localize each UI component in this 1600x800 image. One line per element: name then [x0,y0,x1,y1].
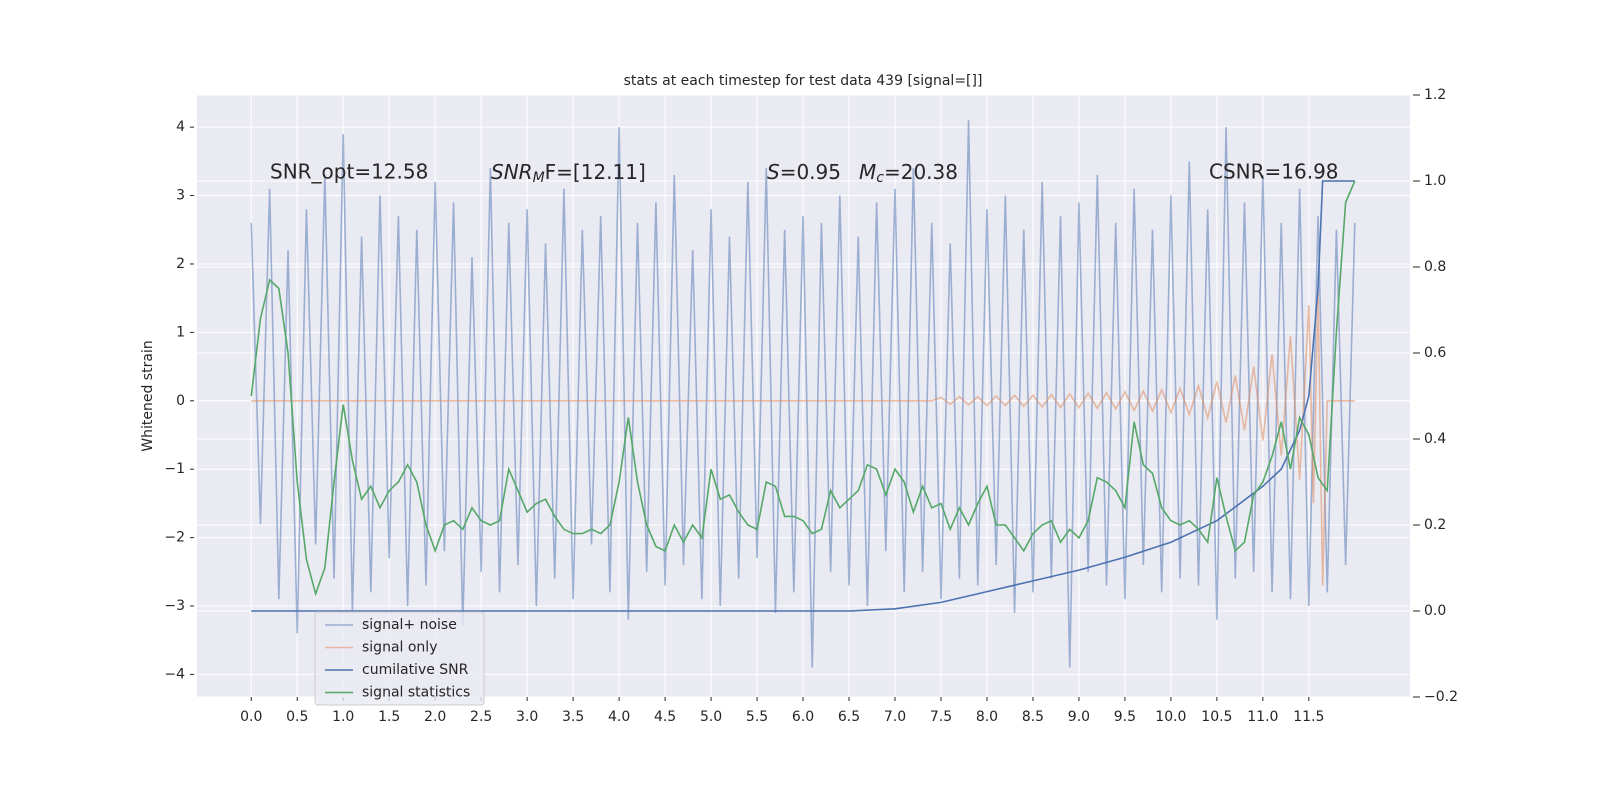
y2-tick-label: −0.2 [1424,689,1458,705]
x-tick-label: 3.5 [562,709,584,725]
y-tick-label: 0 [176,393,185,409]
y-tick-label: 2 [176,256,185,272]
x-tick-label: 4.5 [654,709,676,725]
x-tick-label: 5.5 [746,709,768,725]
annotation: SNRMF=[12.11] [491,160,646,187]
x-tick-label: 2.5 [470,709,492,725]
legend-label: signal statistics [362,685,470,701]
y2-tick-label: 0.6 [1424,345,1446,361]
y2-tick-label: 0.8 [1424,259,1446,275]
y-tick-label: −1 [164,461,185,477]
y-tick-label: 3 [176,188,185,204]
x-tick-label: 0.5 [286,709,308,725]
x-tick-label: 9.5 [1114,709,1136,725]
x-tick-label: 4.0 [608,709,630,725]
y2-tick-label: 1.2 [1424,87,1446,103]
x-tick-label: 10.0 [1155,709,1186,725]
x-tick-label: 5.0 [700,709,722,725]
annotation-part: SNR [491,160,533,184]
x-tick-label: 2.0 [424,709,446,725]
y2-tick-label: 0.2 [1424,517,1446,533]
chart-title: stats at each timestep for test data 439… [624,73,983,89]
annotation: S=0.95 [767,160,841,184]
x-tick-label: 7.0 [884,709,906,725]
annotation: CSNR=16.98 [1209,160,1339,184]
x-tick-label: 7.5 [930,709,952,725]
series-line [250,120,1356,668]
y-tick-label: −2 [164,530,185,546]
annotation: SNR_opt=12.58 [270,160,428,184]
x-tick-label: 11.0 [1247,709,1278,725]
x-tick-label: 0.0 [240,709,262,725]
y-tick-label: −3 [164,598,185,614]
annotation-part: =20.38 [884,160,958,184]
x-tick-label: 1.5 [378,709,400,725]
x-tick-label: 8.0 [976,709,998,725]
legend-label: signal only [362,640,437,656]
annotation-part: M [533,170,545,186]
series-line [251,291,1355,586]
y2-tick-label: 1.0 [1424,173,1446,189]
y-tick-label: −4 [164,666,185,682]
annotation-part: =0.95 [780,160,841,184]
x-tick-label: 11.5 [1293,709,1324,725]
annotation: Mc=20.38 [859,160,958,187]
legend-label: cumilative SNR [362,662,469,678]
y2-tick-label: 0.4 [1424,431,1446,447]
y-tick-label: 1 [176,324,185,340]
annotation-part: M [859,160,876,184]
legend-label: signal+ noise [362,617,457,633]
x-tick-label: 3.0 [516,709,538,725]
y-tick-label: 4 [176,119,185,135]
x-tick-label: 6.0 [792,709,814,725]
y-axis-label: Whitened strain [140,340,156,451]
series-line [251,180,1355,612]
annotation-part: S [767,160,780,184]
y2-tick-label: 0.0 [1424,603,1446,619]
x-tick-label: 9.0 [1068,709,1090,725]
annotation-part: c [876,170,884,186]
x-tick-label: 8.5 [1022,709,1044,725]
legend: signal+ noise signal only cumilative SNR si… [314,611,485,706]
series-line [250,180,1356,597]
x-tick-label: 6.5 [838,709,860,725]
x-tick-label: 10.5 [1201,709,1232,725]
legend-box [314,611,485,706]
x-tick-label: 1.0 [332,709,354,725]
annotation-part: F=[12.11] [545,160,646,184]
